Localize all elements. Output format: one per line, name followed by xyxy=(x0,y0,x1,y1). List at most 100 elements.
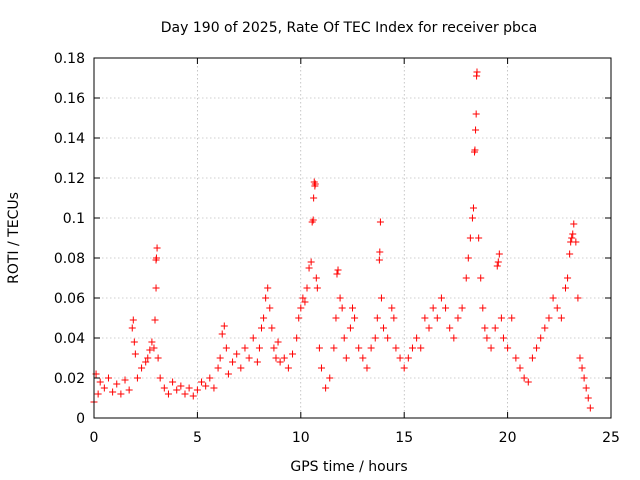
data-point xyxy=(549,294,557,302)
data-point xyxy=(152,284,160,292)
data-point xyxy=(148,338,156,346)
data-point xyxy=(584,394,592,402)
data-point xyxy=(516,364,524,372)
data-point xyxy=(494,258,502,266)
data-point xyxy=(355,344,363,352)
data-point xyxy=(312,274,320,282)
data-point xyxy=(469,204,477,212)
data-point xyxy=(181,390,189,398)
data-point xyxy=(433,314,441,322)
data-point xyxy=(310,194,318,202)
plot-frame xyxy=(93,57,612,419)
y-tick-label: 0.1 xyxy=(63,211,85,227)
data-point xyxy=(295,314,303,322)
data-point xyxy=(333,270,341,278)
data-point xyxy=(568,234,576,242)
data-point xyxy=(315,344,323,352)
data-point xyxy=(473,68,481,76)
data-point xyxy=(274,338,282,346)
data-point xyxy=(376,248,384,256)
data-point xyxy=(495,250,503,258)
x-tick-label: 10 xyxy=(292,430,310,446)
data-point xyxy=(229,358,237,366)
y-tick-label: 0.06 xyxy=(54,291,85,307)
data-point xyxy=(371,334,379,342)
y-tick-label: 0.18 xyxy=(54,51,85,67)
data-point xyxy=(305,264,313,272)
data-point xyxy=(380,324,388,332)
data-point xyxy=(154,354,162,362)
data-point xyxy=(233,350,241,358)
data-point xyxy=(249,334,257,342)
x-axis-label: GPS time / hours xyxy=(290,459,407,475)
data-point xyxy=(340,334,348,342)
data-point xyxy=(113,380,121,388)
data-point xyxy=(497,314,505,322)
data-point xyxy=(524,378,532,386)
data-point xyxy=(346,324,354,332)
data-point xyxy=(466,234,474,242)
data-point xyxy=(245,354,253,362)
grid-lines xyxy=(94,58,611,418)
data-point xyxy=(255,344,263,352)
data-point xyxy=(481,324,489,332)
axis-ticks: 0 0.02 0.04 0.06 0.08 0.1 0.12 0.14 0.16 0.18 0 5 10… xyxy=(54,51,620,446)
x-tick-label: 5 xyxy=(193,430,202,446)
data-point xyxy=(454,314,462,322)
data-point xyxy=(150,344,158,352)
data-point xyxy=(557,314,565,322)
data-point xyxy=(280,354,288,362)
y-axis-label: ROTI / TECUs xyxy=(6,192,22,284)
data-point xyxy=(142,358,150,366)
data-point xyxy=(128,324,136,332)
data-point xyxy=(363,364,371,372)
y-tick-label: 0.08 xyxy=(54,251,85,267)
data-point xyxy=(96,378,104,386)
data-point xyxy=(268,324,276,332)
data-point xyxy=(570,220,578,228)
data-point xyxy=(237,364,245,372)
x-tick-label: 0 xyxy=(90,430,99,446)
x-tick-label: 20 xyxy=(499,430,517,446)
data-point xyxy=(299,294,307,302)
data-point xyxy=(241,344,249,352)
data-point xyxy=(408,344,416,352)
data-point xyxy=(586,404,594,412)
data-point xyxy=(131,350,139,358)
data-point xyxy=(160,384,168,392)
y-tick-label: 0 xyxy=(76,411,85,427)
data-point xyxy=(388,304,396,312)
data-point xyxy=(224,370,232,378)
data-point xyxy=(309,216,317,224)
data-point xyxy=(483,334,491,342)
data-point xyxy=(125,386,133,394)
data-point xyxy=(390,314,398,322)
data-point xyxy=(429,304,437,312)
data-point xyxy=(173,386,181,394)
data-point xyxy=(332,314,340,322)
data-point xyxy=(303,284,311,292)
data-point xyxy=(479,304,487,312)
data-points xyxy=(90,68,594,412)
data-point xyxy=(574,294,582,302)
data-point xyxy=(564,274,572,282)
data-point xyxy=(349,304,356,312)
data-point xyxy=(253,358,261,366)
data-point xyxy=(537,334,545,342)
data-point xyxy=(508,314,516,322)
data-point xyxy=(336,294,344,302)
data-point xyxy=(462,274,470,282)
y-tick-label: 0.14 xyxy=(54,131,85,147)
data-point xyxy=(475,234,483,242)
data-point xyxy=(151,316,159,324)
data-point xyxy=(177,382,185,390)
data-point xyxy=(206,374,214,382)
data-point xyxy=(193,386,201,394)
data-point xyxy=(104,374,112,382)
data-point xyxy=(541,324,549,332)
data-point xyxy=(117,390,125,398)
data-point xyxy=(152,254,160,262)
y-tick-label: 0.16 xyxy=(54,91,85,107)
data-point xyxy=(338,304,346,312)
data-point xyxy=(376,218,384,226)
